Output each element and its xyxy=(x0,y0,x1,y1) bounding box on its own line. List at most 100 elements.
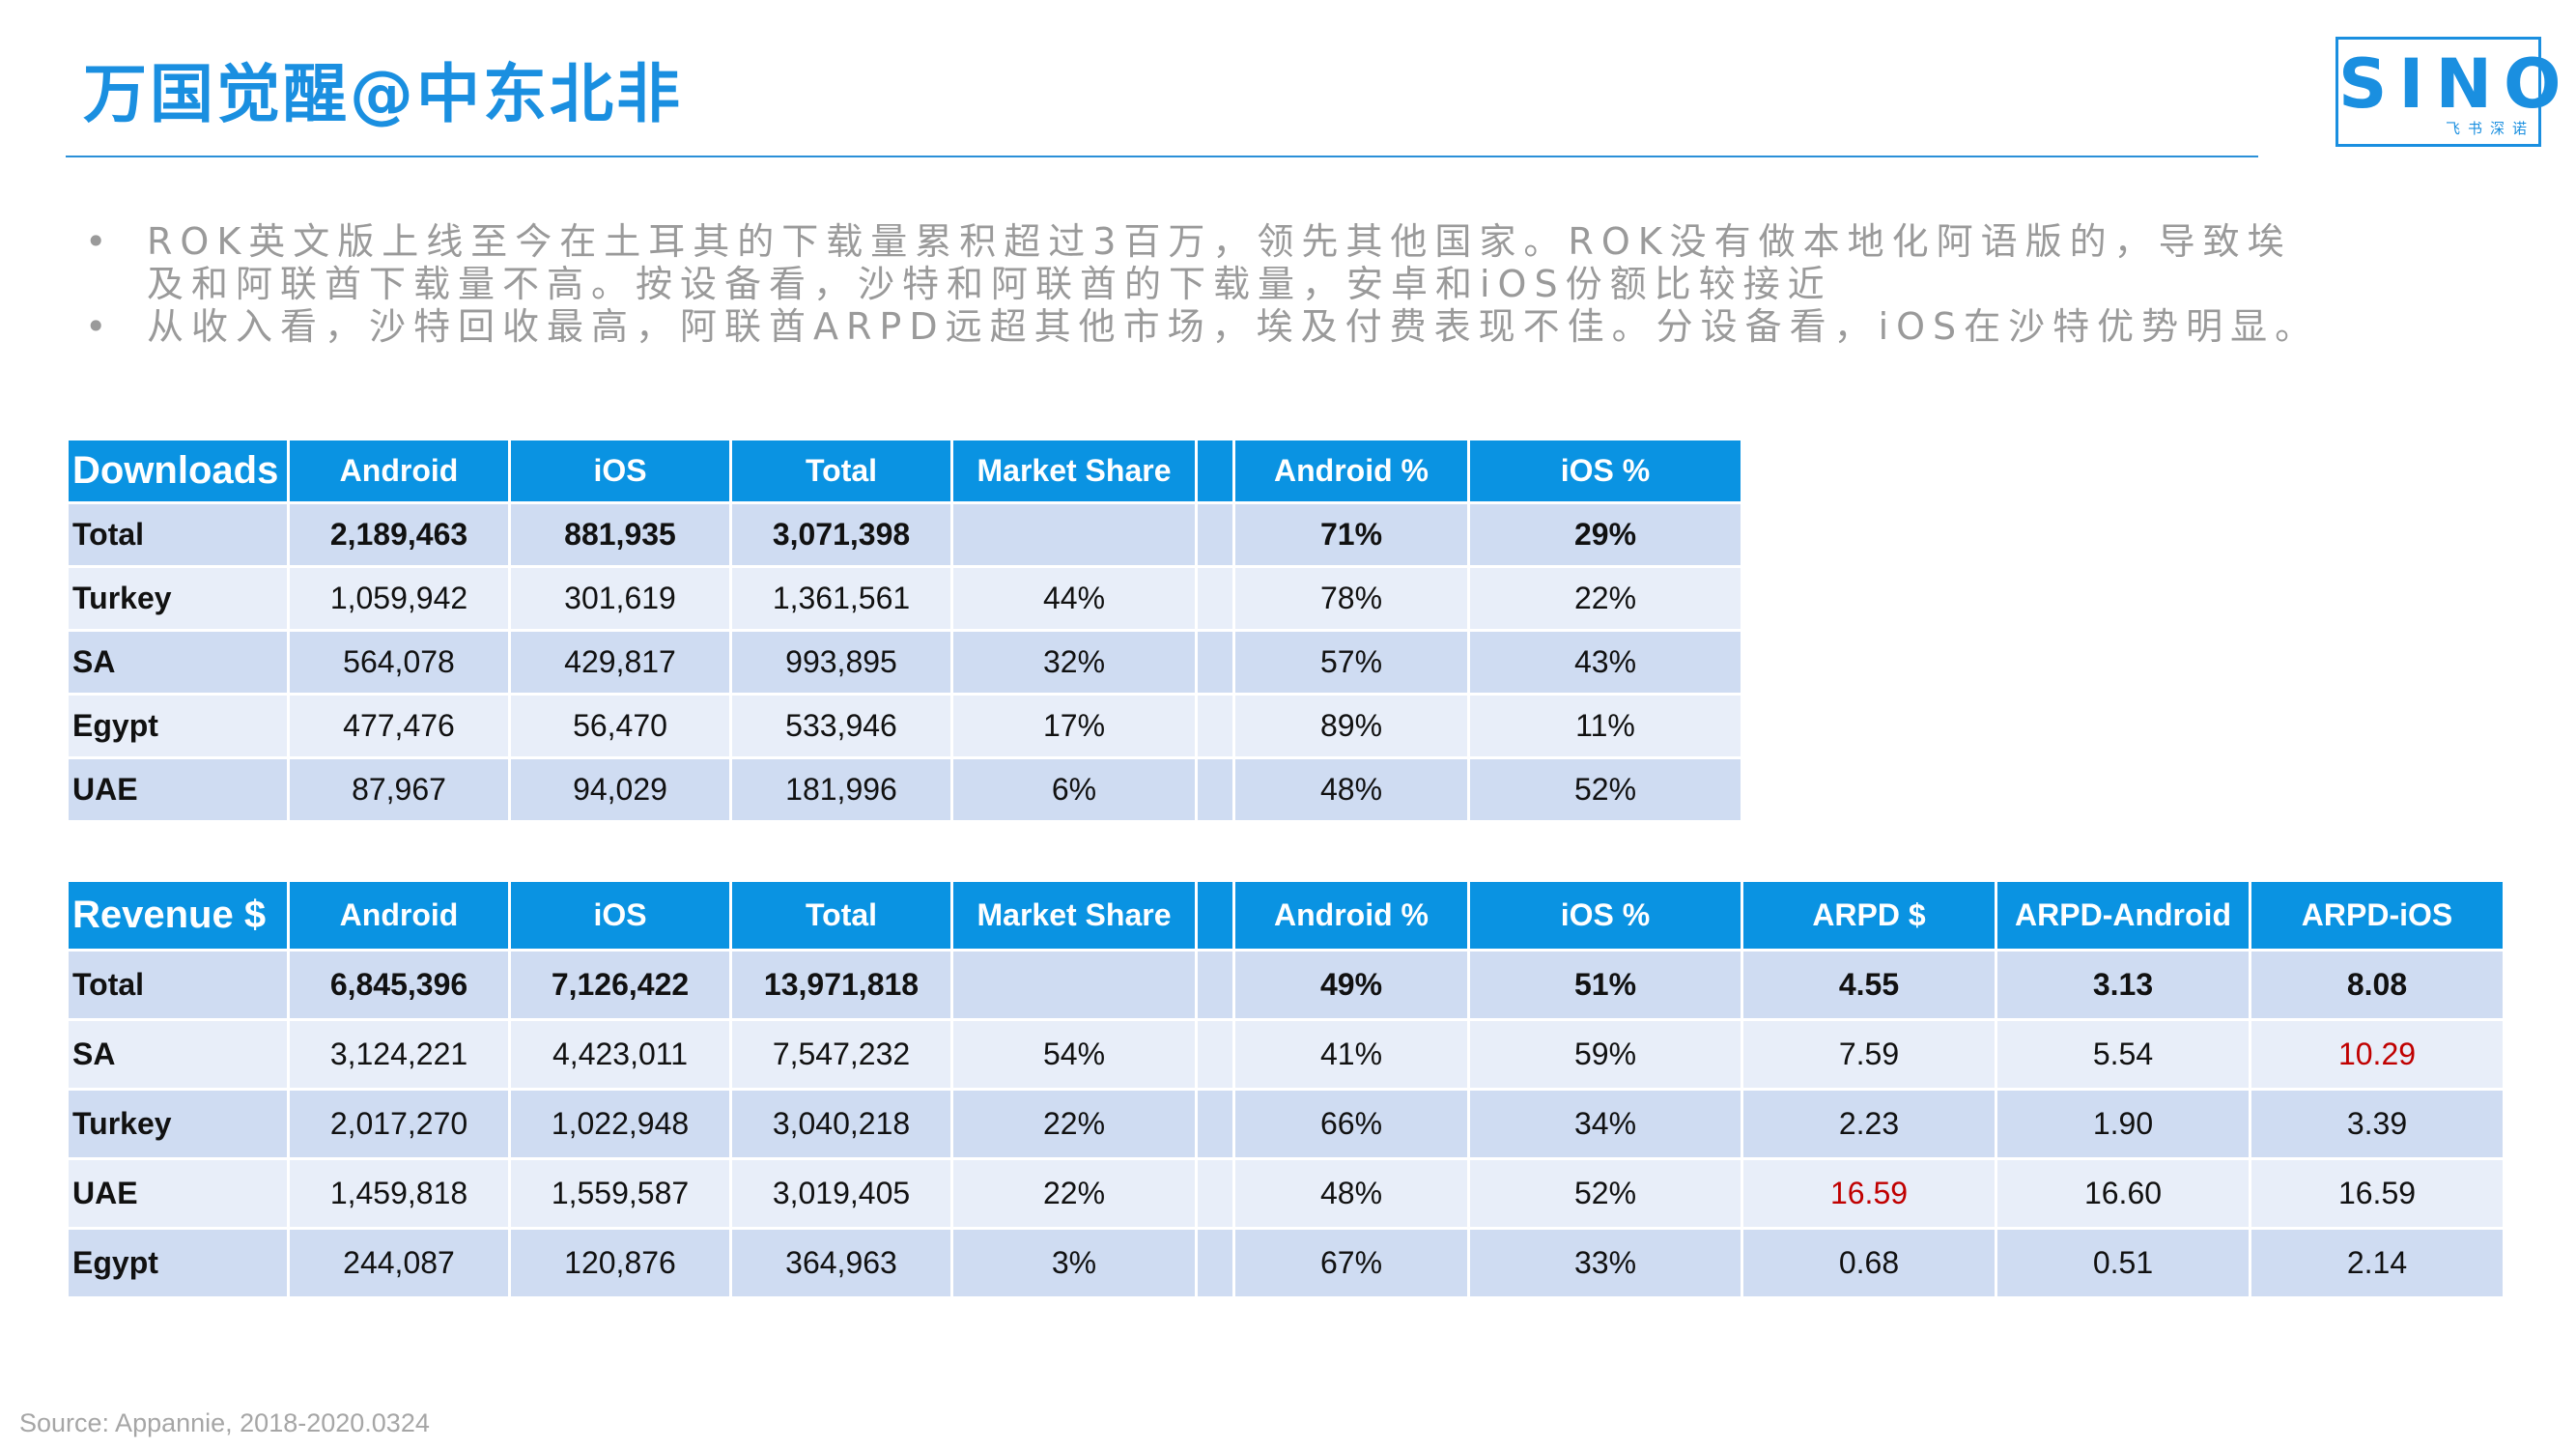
page-title: 万国觉醒@中东北非 xyxy=(83,57,683,131)
source-note: Source: Appannie, 2018-2020.0324 xyxy=(19,1408,430,1437)
downloads-cell: 29% xyxy=(1470,504,1741,565)
revenue-cell: SA xyxy=(69,1021,287,1088)
downloads-header-cell: Android xyxy=(290,440,508,501)
downloads-cell: 48% xyxy=(1235,759,1467,820)
downloads-cell: 94,029 xyxy=(511,759,729,820)
revenue-cell: 1,459,818 xyxy=(290,1160,508,1227)
table-row: Total 2,189,463 881,935 3,071,398 71% 29% xyxy=(69,504,1741,565)
downloads-cell: Total xyxy=(69,504,287,565)
summary-bullets: • ROK英文版上线至今在土耳其的下载量累积超过3百万，领先其他国家。ROK没有… xyxy=(85,220,2326,348)
downloads-cell: 1,361,561 xyxy=(732,568,950,629)
downloads-cell: 477,476 xyxy=(290,696,508,756)
table-row: Total 6,845,396 7,126,422 13,971,818 49% 51% 4… xyxy=(69,952,2503,1018)
downloads-cell: 71% xyxy=(1235,504,1467,565)
downloads-header-cell: Market Share xyxy=(953,440,1195,501)
revenue-cell xyxy=(1198,1160,1232,1227)
revenue-header-cell: Android xyxy=(290,882,508,949)
revenue-cell xyxy=(953,952,1195,1018)
table-row: SA 564,078 429,817 993,895 32% 57% 43% xyxy=(69,632,1741,693)
downloads-cell: Egypt xyxy=(69,696,287,756)
revenue-cell: 0.51 xyxy=(1997,1230,2249,1296)
downloads-header-cell: Total xyxy=(732,440,950,501)
downloads-cell: 881,935 xyxy=(511,504,729,565)
downloads-header-cell: iOS % xyxy=(1470,440,1741,501)
revenue-cell: 16.59 xyxy=(2251,1160,2503,1227)
revenue-cell: 3,124,221 xyxy=(290,1021,508,1088)
revenue-cell: 364,963 xyxy=(732,1230,950,1296)
downloads-header-cell: Android % xyxy=(1235,440,1467,501)
revenue-header-cell: Market Share xyxy=(953,882,1195,949)
revenue-cell: 52% xyxy=(1470,1160,1741,1227)
revenue-cell: 3% xyxy=(953,1230,1195,1296)
downloads-cell: 2,189,463 xyxy=(290,504,508,565)
revenue-cell: 4,423,011 xyxy=(511,1021,729,1088)
table-row: UAE 1,459,818 1,559,587 3,019,405 22% 48% 52% 1… xyxy=(69,1160,2503,1227)
bullet-text: 从收入看，沙特回收最高，阿联酋ARPD远超其他市场，埃及付费表现不佳。分设备看，… xyxy=(147,305,2320,348)
revenue-cell: 16.59 xyxy=(1743,1160,1995,1227)
downloads-cell: 1,059,942 xyxy=(290,568,508,629)
bullet-text: ROK英文版上线至今在土耳其的下载量累积超过3百万，领先其他国家。ROK没有做本… xyxy=(147,220,2292,305)
downloads-cell: 3,071,398 xyxy=(732,504,950,565)
bullet-item: • ROK英文版上线至今在土耳其的下载量累积超过3百万，领先其他国家。ROK没有… xyxy=(85,220,2326,305)
table-header-row: Downloads Android iOS Total Market Share Andr… xyxy=(69,440,1741,501)
revenue-header-cell: ARPD-Android xyxy=(1997,882,2249,949)
downloads-cell: 56,470 xyxy=(511,696,729,756)
logo-text: SINO xyxy=(2338,44,2573,124)
revenue-cell: 1.90 xyxy=(1997,1091,2249,1157)
revenue-cell: 16.60 xyxy=(1997,1160,2249,1227)
sino-logo: SINO 飞书深诺 xyxy=(2335,37,2573,147)
revenue-cell: 3,019,405 xyxy=(732,1160,950,1227)
downloads-cell: 11% xyxy=(1470,696,1741,756)
revenue-cell: 22% xyxy=(953,1160,1195,1227)
revenue-cell: 3.13 xyxy=(1997,952,2249,1018)
revenue-cell: Total xyxy=(69,952,287,1018)
revenue-cell: Turkey xyxy=(69,1091,287,1157)
downloads-cell: 17% xyxy=(953,696,1195,756)
downloads-header-cell: iOS xyxy=(511,440,729,501)
revenue-cell: 33% xyxy=(1470,1230,1741,1296)
revenue-header-cell: ARPD $ xyxy=(1743,882,1995,949)
revenue-cell: 2,017,270 xyxy=(290,1091,508,1157)
downloads-cell: 32% xyxy=(953,632,1195,693)
revenue-cell: 244,087 xyxy=(290,1230,508,1296)
revenue-cell: 54% xyxy=(953,1021,1195,1088)
revenue-cell: 4.55 xyxy=(1743,952,1995,1018)
downloads-cell xyxy=(1198,632,1232,693)
downloads-cell: 564,078 xyxy=(290,632,508,693)
revenue-header-cell: Revenue $ xyxy=(69,882,287,949)
revenue-cell: 41% xyxy=(1235,1021,1467,1088)
downloads-cell: 993,895 xyxy=(732,632,950,693)
revenue-header-cell: iOS xyxy=(511,882,729,949)
revenue-cell xyxy=(1198,952,1232,1018)
revenue-cell: 59% xyxy=(1470,1021,1741,1088)
downloads-cell: 78% xyxy=(1235,568,1467,629)
downloads-table: Downloads Android iOS Total Market Share Andr… xyxy=(66,438,1743,823)
revenue-cell: 1,022,948 xyxy=(511,1091,729,1157)
revenue-cell: 6,845,396 xyxy=(290,952,508,1018)
revenue-cell: 7,547,232 xyxy=(732,1021,950,1088)
revenue-header-cell: iOS % xyxy=(1470,882,1741,949)
revenue-cell: 67% xyxy=(1235,1230,1467,1296)
downloads-cell xyxy=(953,504,1195,565)
revenue-cell: 10.29 xyxy=(2251,1021,2503,1088)
revenue-cell: 13,971,818 xyxy=(732,952,950,1018)
downloads-cell: 22% xyxy=(1470,568,1741,629)
bullet-symbol: • xyxy=(85,305,107,348)
revenue-cell: 7,126,422 xyxy=(511,952,729,1018)
revenue-table: Revenue $ Android iOS Total Market Share Andr… xyxy=(66,879,2505,1299)
revenue-header-cell xyxy=(1198,882,1232,949)
table-row: Egypt 244,087 120,876 364,963 3% 67% 33% 0.68 0.… xyxy=(69,1230,2503,1296)
revenue-cell: 48% xyxy=(1235,1160,1467,1227)
downloads-cell: UAE xyxy=(69,759,287,820)
title-divider xyxy=(66,156,2258,157)
revenue-header-cell: Android % xyxy=(1235,882,1467,949)
revenue-cell: 8.08 xyxy=(2251,952,2503,1018)
revenue-cell: 0.68 xyxy=(1743,1230,1995,1296)
downloads-cell: 44% xyxy=(953,568,1195,629)
downloads-cell: 87,967 xyxy=(290,759,508,820)
downloads-cell: Turkey xyxy=(69,568,287,629)
downloads-cell: 6% xyxy=(953,759,1195,820)
downloads-cell: 301,619 xyxy=(511,568,729,629)
downloads-cell xyxy=(1198,759,1232,820)
revenue-cell: 3,040,218 xyxy=(732,1091,950,1157)
